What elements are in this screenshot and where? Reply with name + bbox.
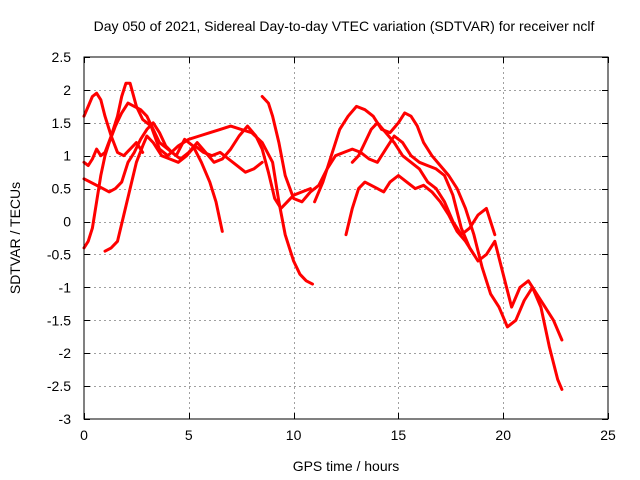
x-tick-label: 0 xyxy=(80,427,88,443)
y-axis-label: SDTVAR / TECUs xyxy=(7,182,23,294)
y-tick-labels: -3 -2.5 -2 -1.5 -1 -0.5 0 0.5 1 1.5 2 2.5 xyxy=(47,49,71,427)
y-tick-label: 2.5 xyxy=(52,49,72,65)
y-tick-label: 0 xyxy=(63,214,71,230)
y-tick-label: -1 xyxy=(59,279,72,295)
x-tick-label: 5 xyxy=(185,427,193,443)
x-tick-label: 25 xyxy=(600,427,616,443)
axis-ticks xyxy=(84,57,609,420)
y-tick-label: 0.5 xyxy=(52,181,72,197)
plot-frame xyxy=(83,56,609,420)
series-track-1 xyxy=(82,91,145,158)
grid xyxy=(84,57,608,419)
x-axis-label: GPS time / hours xyxy=(293,458,400,474)
x-tick-label: 15 xyxy=(391,427,407,443)
y-tick-label: -2.5 xyxy=(47,378,71,394)
y-tick-label: -3 xyxy=(59,411,72,427)
y-tick-label: 1.5 xyxy=(52,115,72,131)
series-track-7 xyxy=(313,104,564,391)
y-tick-label: -1.5 xyxy=(47,312,71,328)
y-tick-label: 2 xyxy=(63,82,71,98)
x-tick-label: 10 xyxy=(286,427,302,443)
series-group xyxy=(82,81,564,391)
chart-title: Day 050 of 2021, Sidereal Day-to-day VTE… xyxy=(94,18,595,34)
y-tick-label: -0.5 xyxy=(47,246,71,262)
series-track-6 xyxy=(260,95,564,342)
y-tick-label: -2 xyxy=(59,345,72,361)
x-tick-labels: 0 5 10 15 20 25 xyxy=(80,427,616,443)
series-track-3 xyxy=(82,101,224,250)
series-track-5 xyxy=(103,134,264,253)
series-track-9 xyxy=(350,121,497,237)
x-tick-label: 20 xyxy=(495,427,511,443)
y-tick-label: 1 xyxy=(63,148,71,164)
